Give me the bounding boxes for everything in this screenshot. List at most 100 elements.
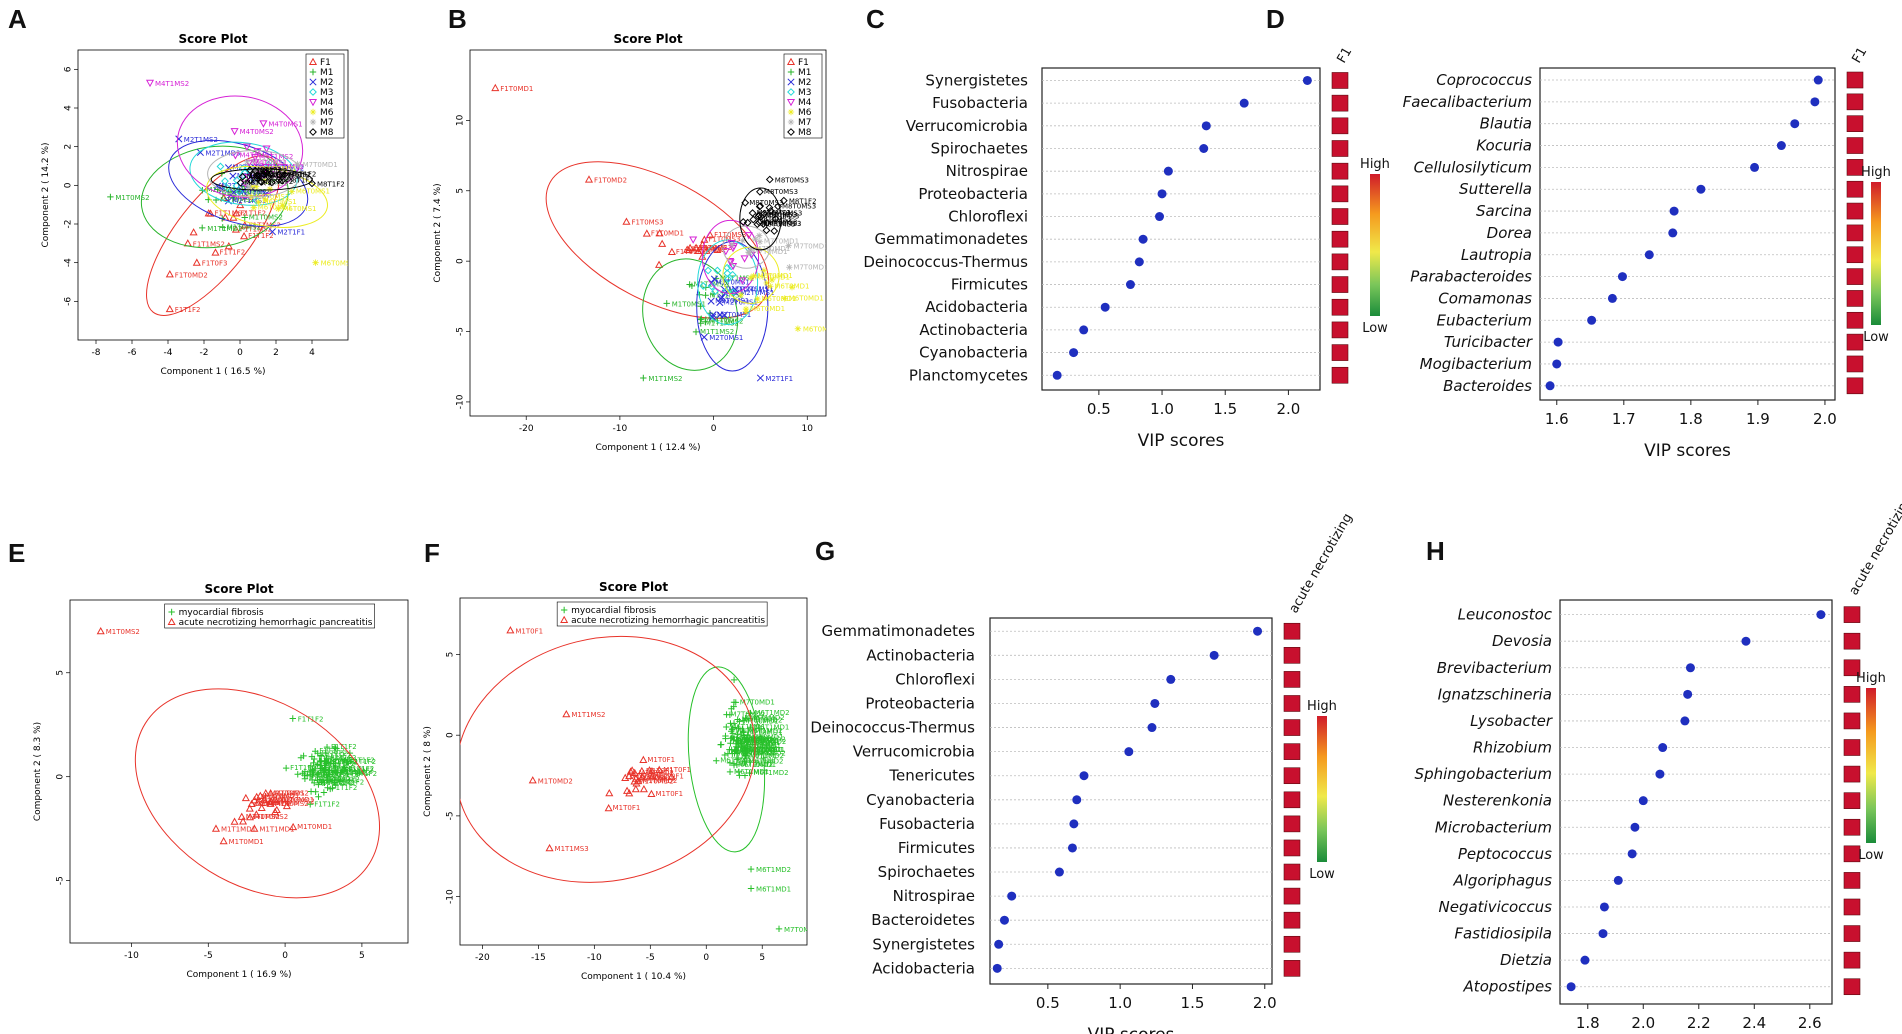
sample-point: [785, 242, 792, 249]
sample-point: [261, 789, 270, 797]
sample-label: M1T0MS2: [275, 789, 309, 797]
sample-point: [752, 235, 759, 243]
confidence-ellipse: [134, 688, 381, 899]
x-tick-label: 1.7: [1612, 410, 1636, 428]
category-label: Sutterella: [1459, 180, 1532, 198]
plot-area: F1T1F2F1T1MS2F1T1F2F1T1MS2F1T1F2F1T1MS2F…: [107, 79, 355, 316]
sample-label: M6T1MD2: [756, 866, 791, 874]
sample-point: [744, 731, 751, 739]
sample-point: [240, 232, 249, 240]
sample-point: [739, 218, 748, 226]
sample-label: F1T0MD2: [594, 177, 627, 185]
sample-point: [626, 767, 635, 775]
panel-letter: B: [448, 4, 467, 34]
category-label: Gemmatimonadetes: [875, 230, 1029, 248]
category-label: Comamonas: [1438, 289, 1532, 307]
sample-point: [794, 325, 802, 332]
category-label: Ignatzschineria: [1438, 685, 1552, 703]
sample-label: M1T0MD2: [640, 775, 675, 783]
sample-point: [765, 175, 774, 184]
sample-label: F1T1MS2: [193, 240, 225, 248]
sample-point: [192, 258, 201, 266]
sample-point: [742, 752, 750, 760]
sample-label: F1T1F2: [318, 755, 344, 763]
sample-label: M2T1MS2: [238, 188, 272, 196]
sample-label: M1T1MD2: [207, 225, 242, 233]
vip-dot: [1630, 822, 1640, 832]
sample-label: M1T0MS2: [227, 190, 261, 198]
sample-point: [247, 799, 256, 808]
sample-label: M6T1MD2: [738, 761, 773, 769]
sample-point: [326, 767, 333, 774]
sample-label: F1T0MS3: [631, 219, 663, 227]
sample-point: [733, 746, 740, 754]
sample-point: [321, 772, 328, 779]
sample-label: F1T0MD1: [693, 246, 726, 254]
legend-marker: [309, 78, 317, 86]
sample-label: M6T1MD2: [750, 714, 785, 722]
legend-marker: [560, 606, 568, 614]
sample-point: [707, 297, 715, 305]
y-tick-label: 0: [456, 258, 466, 264]
sample-point: [723, 269, 732, 278]
heat-cell: [1331, 117, 1349, 135]
sample-label: M1T0MD2: [642, 777, 677, 785]
x-tick-label: 1.8: [1679, 410, 1703, 428]
sample-point: [688, 282, 696, 290]
vip-dot: [1155, 212, 1165, 222]
sample-label: M6T1MD1: [744, 737, 779, 745]
x-tick-label: 2.0: [1276, 400, 1300, 418]
sample-label: M2T1F1: [277, 229, 305, 237]
sample-point: [280, 170, 289, 179]
legend-marker: [786, 98, 796, 107]
sample-label: M6T1MD2: [748, 758, 783, 766]
sample-point: [728, 728, 735, 735]
sample-point: [739, 725, 746, 733]
sample-point: [308, 753, 316, 760]
sample-point: [259, 170, 268, 179]
sample-label: M2T0MS1: [709, 334, 743, 342]
legend-box: [164, 603, 375, 629]
sample-label: M2T1F1: [259, 164, 287, 172]
sample-point: [262, 196, 269, 204]
category-label: Brevibacterium: [1437, 659, 1552, 677]
sample-label: M8T1F2: [286, 177, 314, 185]
sample-label: M2T0MS1: [739, 285, 773, 293]
x-tick-label: -2: [200, 348, 209, 358]
heat-cell: [1283, 911, 1301, 929]
sample-point: [755, 218, 764, 227]
sample-point: [307, 762, 315, 770]
legend-marker: [308, 57, 318, 66]
sample-point: [331, 744, 339, 751]
sample-point: [763, 279, 770, 287]
sample-point: [724, 750, 732, 757]
confidence-ellipse: [701, 219, 760, 295]
sample-point: [728, 241, 736, 248]
sample-point: [747, 274, 755, 281]
sample-point: [344, 770, 351, 777]
heat-cell: [1846, 93, 1864, 111]
y-tick-label: 0: [446, 732, 456, 738]
category-label: Sarcina: [1476, 202, 1532, 220]
sample-label: M2T0MS1: [715, 297, 749, 305]
sample-label: F1T1F2: [340, 768, 366, 776]
vip-dot: [1166, 674, 1176, 684]
x-tick-label: -8: [92, 348, 101, 358]
sample-point: [332, 781, 339, 789]
sample-point: [337, 769, 345, 777]
sample-label: M1T1MS3: [555, 845, 589, 853]
legend-label: M1: [320, 68, 334, 78]
sample-label: F1T1F2: [350, 758, 376, 766]
heat-cell: [1843, 686, 1861, 703]
sample-point: [272, 805, 281, 814]
sample-label: M1T0MS2: [249, 214, 283, 222]
sample-label: M6T0MD1: [803, 326, 838, 334]
sample-point: [765, 203, 774, 212]
vip-dot: [1201, 121, 1211, 131]
sample-point: [738, 277, 747, 285]
sample-label: M6T1MD1: [745, 739, 780, 747]
vip-dot: [1607, 293, 1617, 303]
sample-label: M6T0MS1: [321, 260, 355, 268]
scale-high-label: High: [1307, 699, 1337, 714]
sample-point: [260, 167, 269, 176]
